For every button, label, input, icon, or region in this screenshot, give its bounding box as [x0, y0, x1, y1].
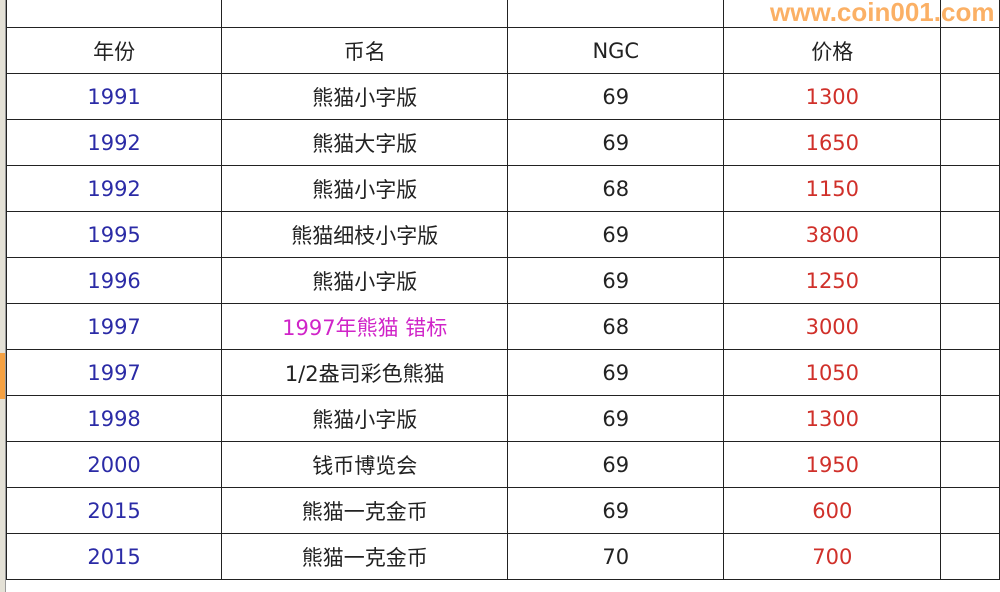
year-cell[interactable]: 1995 [5, 211, 223, 258]
cell[interactable] [940, 257, 1000, 304]
header-year[interactable]: 年份 [5, 27, 223, 74]
year-cell[interactable]: 1997 [5, 303, 223, 350]
year-cell[interactable]: 1992 [5, 119, 223, 166]
name-cell[interactable]: 1997年熊猫 错标 [221, 303, 509, 350]
ngc-cell[interactable]: 69 [507, 349, 725, 396]
ngc-cell[interactable]: 69 [507, 119, 725, 166]
table-row: 1991 熊猫小字版 69 1300 [5, 73, 1000, 120]
row-header-strip[interactable] [0, 0, 6, 592]
ngc-cell[interactable]: 70 [507, 533, 725, 580]
price-cell[interactable]: 1950 [723, 441, 942, 488]
table-row: 1997 1/2盎司彩色熊猫 69 1050 [5, 349, 1000, 396]
cell[interactable] [5, 0, 223, 28]
price-cell[interactable]: 1300 [723, 395, 942, 442]
cell[interactable] [940, 211, 1000, 258]
name-cell[interactable]: 熊猫小字版 [221, 73, 509, 120]
table-row: 1992 熊猫大字版 69 1650 [5, 119, 1000, 166]
cell[interactable] [940, 487, 1000, 534]
cell[interactable] [940, 165, 1000, 212]
table-row: 1992 熊猫小字版 68 1150 [5, 165, 1000, 212]
name-cell[interactable]: 熊猫小字版 [221, 395, 509, 442]
name-cell[interactable]: 熊猫小字版 [221, 165, 509, 212]
name-cell[interactable]: 熊猫一克金币 [221, 487, 509, 534]
price-cell[interactable]: 700 [723, 533, 942, 580]
price-cell[interactable]: 1050 [723, 349, 942, 396]
table-row: 2015 熊猫一克金币 70 700 [5, 533, 1000, 580]
year-cell[interactable]: 1996 [5, 257, 223, 304]
header-price[interactable]: 价格 [723, 27, 942, 74]
price-cell[interactable]: 3000 [723, 303, 942, 350]
cell[interactable] [940, 73, 1000, 120]
header-ngc[interactable]: NGC [507, 27, 725, 74]
ngc-cell[interactable]: 69 [507, 441, 725, 488]
year-cell[interactable]: 2015 [5, 487, 223, 534]
table-row: 1996 熊猫小字版 69 1250 [5, 257, 1000, 304]
ngc-cell[interactable]: 69 [507, 73, 725, 120]
ngc-cell[interactable]: 69 [507, 257, 725, 304]
name-cell[interactable]: 钱币博览会 [221, 441, 509, 488]
year-cell[interactable]: 2015 [5, 533, 223, 580]
price-cell[interactable]: 1650 [723, 119, 942, 166]
ngc-cell[interactable]: 69 [507, 395, 725, 442]
cell[interactable] [221, 0, 509, 28]
table-row: 2015 熊猫一克金币 69 600 [5, 487, 1000, 534]
name-cell[interactable]: 熊猫细枝小字版 [221, 211, 509, 258]
cell[interactable] [940, 349, 1000, 396]
ngc-cell[interactable]: 69 [507, 487, 725, 534]
name-cell[interactable]: 熊猫大字版 [221, 119, 509, 166]
year-cell[interactable]: 1991 [5, 73, 223, 120]
cell[interactable] [940, 533, 1000, 580]
cell[interactable] [940, 27, 1000, 74]
name-cell[interactable]: 熊猫小字版 [221, 257, 509, 304]
cell[interactable] [940, 119, 1000, 166]
price-cell[interactable]: 1300 [723, 73, 942, 120]
cell[interactable] [940, 395, 1000, 442]
year-cell[interactable]: 2000 [5, 441, 223, 488]
name-cell[interactable]: 1/2盎司彩色熊猫 [221, 349, 509, 396]
year-cell[interactable]: 1992 [5, 165, 223, 212]
ngc-cell[interactable]: 68 [507, 303, 725, 350]
ngc-cell[interactable]: 68 [507, 165, 725, 212]
price-cell[interactable]: 3800 [723, 211, 942, 258]
watermark: www.coin001.com [770, 0, 995, 27]
cell[interactable] [507, 0, 725, 28]
header-name[interactable]: 币名 [221, 27, 509, 74]
year-cell[interactable]: 1998 [5, 395, 223, 442]
table-row: 1997 1997年熊猫 错标 68 3000 [5, 303, 1000, 350]
ngc-cell[interactable]: 69 [507, 211, 725, 258]
price-cell[interactable]: 1150 [723, 165, 942, 212]
table-row: 1995 熊猫细枝小字版 69 3800 [5, 211, 1000, 258]
cell[interactable] [940, 441, 1000, 488]
table-row: 2000 钱币博览会 69 1950 [5, 441, 1000, 488]
price-cell[interactable]: 600 [723, 487, 942, 534]
cell[interactable] [940, 303, 1000, 350]
selected-row-marker [0, 353, 5, 399]
price-table: 年份 币名 NGC 价格 1991 熊猫小字版 69 1300 1992 熊猫大字版 69 1… [5, 0, 1000, 580]
header-row: 年份 币名 NGC 价格 [5, 27, 1000, 74]
table-row: 1998 熊猫小字版 69 1300 [5, 395, 1000, 442]
year-cell[interactable]: 1997 [5, 349, 223, 396]
price-cell[interactable]: 1250 [723, 257, 942, 304]
name-cell[interactable]: 熊猫一克金币 [221, 533, 509, 580]
